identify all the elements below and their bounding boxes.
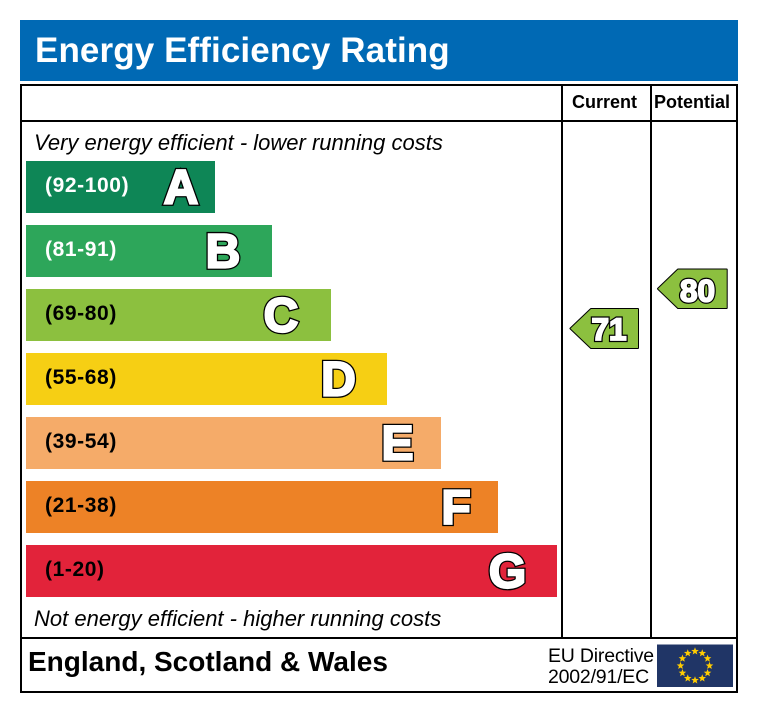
svg-text:G: G (489, 546, 526, 599)
svg-text:D: D (321, 354, 356, 407)
svg-text:D: D (321, 354, 356, 407)
svg-text:80: 80 (680, 273, 715, 309)
svg-text:G: G (489, 546, 526, 599)
svg-text:B: B (206, 226, 241, 279)
svg-text:A: A (164, 162, 199, 215)
svg-text:A: A (164, 162, 199, 215)
svg-text:C: C (264, 290, 299, 343)
svg-text:E: E (381, 418, 413, 471)
svg-text:F: F (441, 482, 470, 535)
svg-text:B: B (206, 226, 241, 279)
svg-text:F: F (441, 482, 470, 535)
svg-text:80: 80 (680, 273, 715, 309)
svg-text:71: 71 (591, 311, 626, 347)
svg-text:C: C (264, 290, 299, 343)
svg-text:E: E (381, 418, 413, 471)
svg-text:71: 71 (591, 311, 626, 347)
